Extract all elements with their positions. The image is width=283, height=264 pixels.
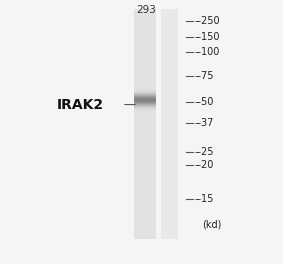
Text: --37: --37 bbox=[195, 118, 214, 128]
Text: --150: --150 bbox=[195, 32, 220, 42]
Text: (kd): (kd) bbox=[202, 220, 221, 230]
Text: --75: --75 bbox=[195, 71, 214, 81]
Text: 293: 293 bbox=[136, 5, 156, 15]
Text: --100: --100 bbox=[195, 47, 220, 57]
Text: --50: --50 bbox=[195, 97, 214, 107]
Text: IRAK2: IRAK2 bbox=[56, 98, 103, 112]
Text: --15: --15 bbox=[195, 194, 214, 204]
Text: --250: --250 bbox=[195, 16, 220, 26]
Text: --25: --25 bbox=[195, 147, 214, 157]
Text: --20: --20 bbox=[195, 160, 214, 170]
